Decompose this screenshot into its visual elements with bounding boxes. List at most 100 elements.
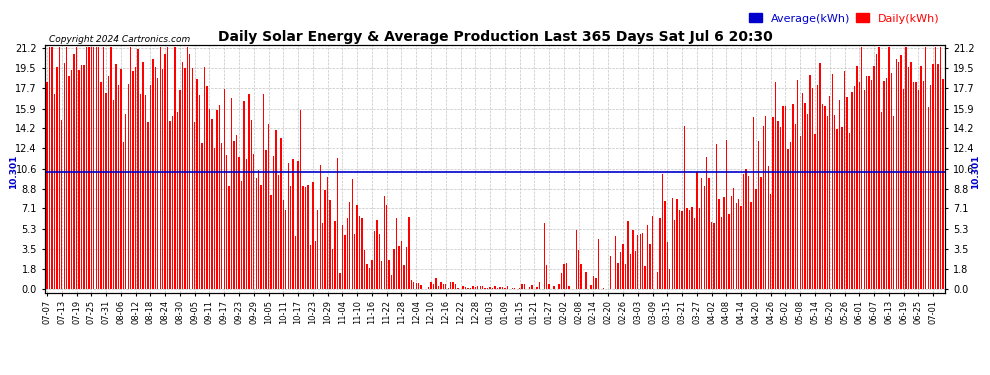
Bar <box>56 67 57 289</box>
Bar <box>135 67 137 289</box>
Bar <box>802 93 803 289</box>
Bar <box>795 124 796 289</box>
Bar <box>489 287 491 289</box>
Bar <box>575 230 577 289</box>
Bar <box>246 159 248 289</box>
Bar <box>925 47 927 289</box>
Bar <box>920 66 922 289</box>
Bar <box>86 47 87 289</box>
Bar <box>413 282 415 289</box>
Bar <box>364 250 365 289</box>
Bar <box>224 88 225 289</box>
Bar <box>125 114 127 289</box>
Bar <box>169 122 170 289</box>
Bar <box>790 142 791 289</box>
Bar <box>747 177 749 289</box>
Bar <box>719 199 720 289</box>
Bar <box>797 81 799 289</box>
Bar <box>497 288 498 289</box>
Bar <box>736 203 737 289</box>
Bar <box>686 208 688 289</box>
Bar <box>335 221 336 289</box>
Bar <box>346 217 348 289</box>
Bar <box>177 112 178 289</box>
Bar <box>263 94 264 289</box>
Bar <box>560 273 562 289</box>
Bar <box>785 105 786 289</box>
Bar <box>108 76 109 289</box>
Bar <box>699 208 700 289</box>
Bar <box>694 218 695 289</box>
Bar <box>71 70 72 289</box>
Bar <box>891 74 892 289</box>
Bar <box>130 47 132 289</box>
Bar <box>105 93 107 289</box>
Bar <box>878 47 880 289</box>
Bar <box>452 282 453 289</box>
Bar <box>731 196 732 289</box>
Bar <box>896 59 897 289</box>
Bar <box>863 90 865 289</box>
Bar <box>590 285 592 289</box>
Bar <box>73 54 75 289</box>
Bar <box>679 210 680 289</box>
Bar <box>522 284 523 289</box>
Bar <box>585 272 587 289</box>
Bar <box>666 242 668 289</box>
Bar <box>684 126 685 289</box>
Bar <box>278 175 279 289</box>
Bar <box>431 282 432 289</box>
Bar <box>383 195 385 289</box>
Bar <box>777 121 779 289</box>
Bar <box>928 107 929 289</box>
Bar <box>260 185 261 289</box>
Bar <box>310 244 311 289</box>
Bar <box>234 141 235 289</box>
Text: 10.301: 10.301 <box>10 155 19 189</box>
Bar <box>502 287 503 289</box>
Bar <box>359 216 360 289</box>
Bar <box>873 66 875 289</box>
Bar <box>623 244 624 289</box>
Bar <box>805 103 806 289</box>
Bar <box>930 85 932 289</box>
Bar <box>307 185 309 289</box>
Bar <box>661 174 663 289</box>
Bar <box>563 264 564 289</box>
Bar <box>408 217 410 289</box>
Bar <box>433 284 435 289</box>
Bar <box>839 100 841 289</box>
Bar <box>548 285 549 289</box>
Bar <box>474 287 476 289</box>
Bar <box>908 67 909 289</box>
Bar <box>709 178 710 289</box>
Bar <box>532 285 533 289</box>
Bar <box>253 154 254 289</box>
Bar <box>164 54 166 289</box>
Bar <box>98 47 99 289</box>
Bar <box>268 124 269 289</box>
Bar <box>61 120 62 289</box>
Bar <box>853 86 855 289</box>
Bar <box>915 82 917 289</box>
Bar <box>342 225 344 289</box>
Bar <box>669 269 670 289</box>
Bar <box>553 285 554 289</box>
Bar <box>447 288 448 289</box>
Bar <box>868 76 870 289</box>
Bar <box>300 110 301 289</box>
Bar <box>91 47 92 289</box>
Bar <box>689 210 690 289</box>
Bar <box>143 63 144 289</box>
Bar <box>361 218 362 289</box>
Bar <box>280 138 281 289</box>
Bar <box>704 186 705 289</box>
Bar <box>933 64 934 289</box>
Bar <box>674 220 675 289</box>
Bar <box>270 195 271 289</box>
Bar <box>47 82 48 289</box>
Bar <box>898 62 899 289</box>
Bar <box>51 47 52 289</box>
Bar <box>214 148 215 289</box>
Bar <box>187 47 188 289</box>
